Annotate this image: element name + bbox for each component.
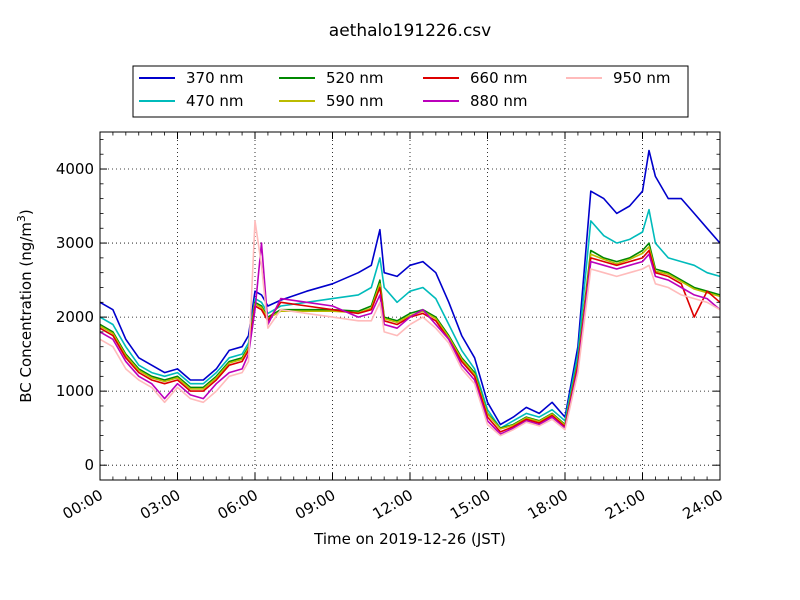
legend-label: 370 nm [186,69,244,87]
legend: 370 nm 470 nm 520 nm 590 nm 660 nm 880 nm 950 … [132,65,689,118]
y-tick-label: 1000 [56,382,94,400]
series-line-950-nm [99,220,721,437]
series-line-660-nm [99,249,721,433]
y-axis-label: BC Concentration (ng/m3) [15,209,35,403]
series-line-520-nm [99,242,721,430]
y-tick-label: 3000 [56,234,94,252]
y-tick-label: 4000 [56,160,94,178]
legend-label: 520 nm [326,69,384,87]
series-layer [99,149,721,437]
legend-label: 660 nm [470,69,528,87]
legend-label: 470 nm [186,92,244,110]
legend-label: 590 nm [326,92,384,110]
y-tick-label: 2000 [56,308,94,326]
y-axis-label-text: BC Concentration (ng/m3) [15,209,35,403]
y-tick-label: 0 [84,456,94,474]
chart-title: aethalo191226.csv [329,21,491,41]
series-line-370-nm [99,149,721,426]
legend-label: 880 nm [470,92,528,110]
series-line-880-nm [99,242,721,435]
x-axis-label: Time on 2019-12-26 (JST) [313,530,506,548]
series-line-470-nm [99,208,721,430]
legend-label: 950 nm [613,69,671,87]
